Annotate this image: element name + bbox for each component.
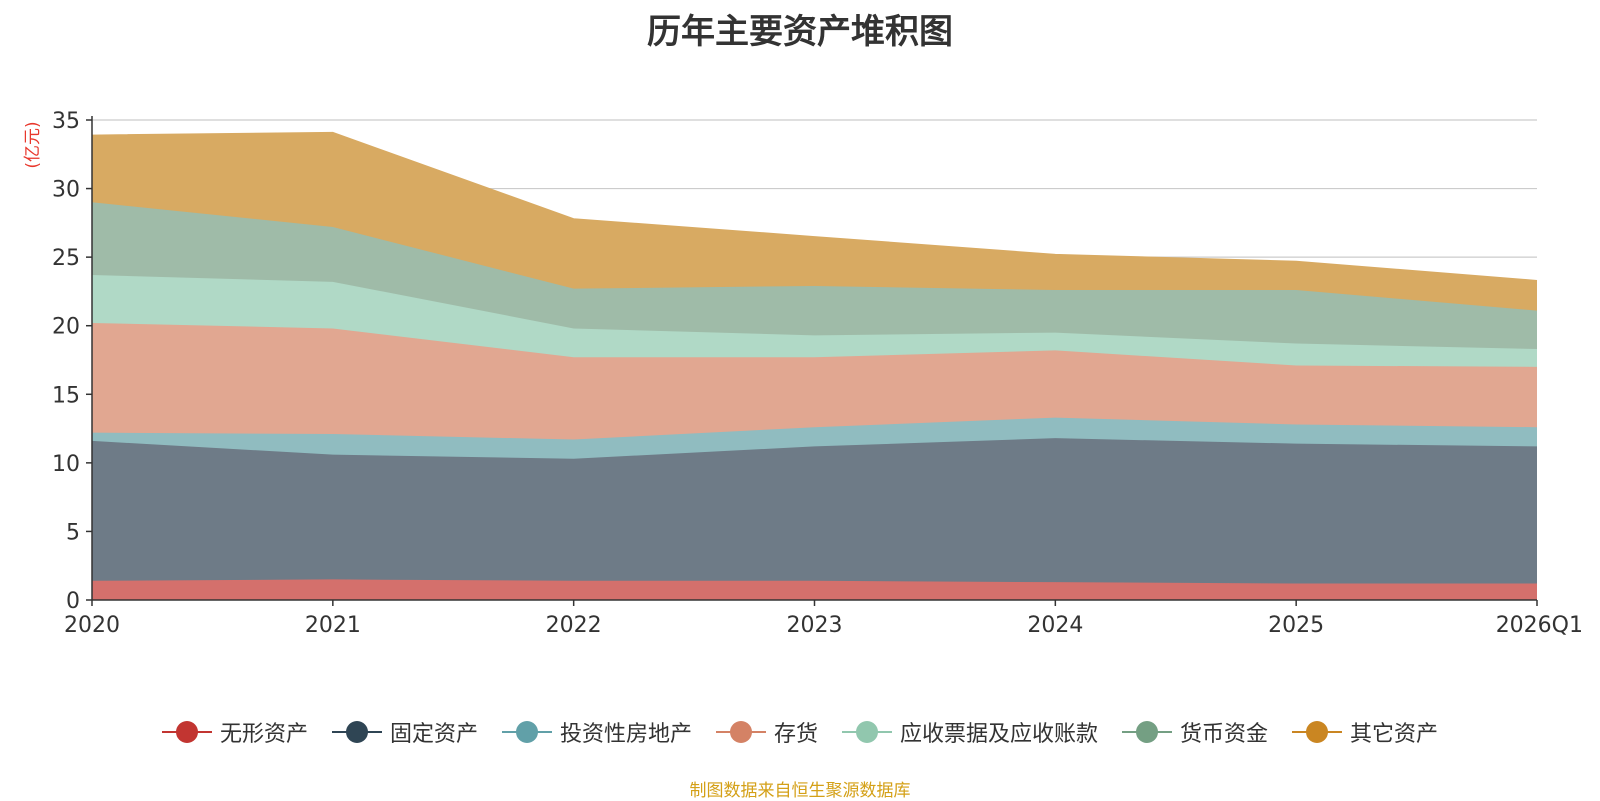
legend-marker-icon (1292, 720, 1343, 744)
legend-item[interactable]: 其它资产 (1292, 716, 1438, 748)
legend-label: 投资性房地产 (559, 722, 692, 747)
legend-item[interactable]: 固定资产 (331, 716, 478, 748)
chart-title: 历年主要资产堆积图 (647, 12, 953, 52)
y-tick-label: 20 (52, 315, 80, 340)
legend-item[interactable]: 投资性房地产 (501, 716, 692, 748)
legend-item[interactable]: 存货 (715, 716, 818, 748)
legend-item[interactable]: 应收票据及应收账款 (842, 716, 1098, 748)
y-tick-label: 15 (52, 383, 80, 408)
legend-marker-icon (331, 720, 382, 744)
series-area-投资性房地产 (92, 417, 1537, 459)
x-tick-label: 2023 (787, 613, 843, 638)
x-tick-label: 2020 (64, 613, 120, 638)
legend-item[interactable]: 货币资金 (1122, 716, 1268, 748)
legend: 无形资产 固定资产 投资性房地产 存货 应收票据及应收账款 货币资金 其它资产 (0, 716, 1600, 748)
legend-label: 固定资产 (389, 722, 478, 747)
series-areas (91, 131, 1538, 600)
y-tick-label: 30 (52, 178, 80, 203)
series-area-应收票据及应收账款 (92, 274, 1537, 367)
legend-label: 存货 (773, 722, 818, 747)
x-tick-label: 2022 (546, 613, 602, 638)
legend-marker-icon (1122, 720, 1173, 744)
series-line-其它资产 (91, 131, 1538, 281)
legend-label: 货币资金 (1180, 722, 1269, 747)
y-tick-label: 25 (52, 246, 80, 271)
source-note: 制图数据来自恒生聚源数据库 (689, 781, 911, 801)
legend-label: 应收票据及应收账款 (900, 722, 1099, 747)
legend-marker-icon (161, 720, 212, 744)
series-area-无形资产 (92, 579, 1537, 600)
y-tick-label: 35 (52, 109, 80, 134)
legend-marker-icon (715, 720, 766, 744)
series-area-固定资产 (92, 438, 1537, 584)
series-area-存货 (92, 322, 1537, 440)
legend-item[interactable]: 无形资产 (161, 716, 308, 748)
series-area-货币资金 (92, 202, 1537, 350)
y-axis-label: (亿元) (23, 121, 43, 168)
x-tick-label: 2021 (305, 613, 361, 638)
y-tick-label: 5 (66, 520, 80, 545)
legend-marker-icon (842, 720, 892, 744)
y-tick-label: 0 (66, 589, 80, 614)
x-tick-label: 2026Q1 (1496, 613, 1583, 638)
y-tick-label: 10 (52, 452, 80, 477)
x-tick-label: 2024 (1027, 613, 1083, 638)
series-area-其它资产 (92, 132, 1537, 311)
legend-label: 其它资产 (1350, 722, 1439, 747)
x-tick-label: 2025 (1268, 613, 1324, 638)
legend-label: 无形资产 (219, 722, 308, 747)
legend-marker-icon (501, 720, 552, 744)
